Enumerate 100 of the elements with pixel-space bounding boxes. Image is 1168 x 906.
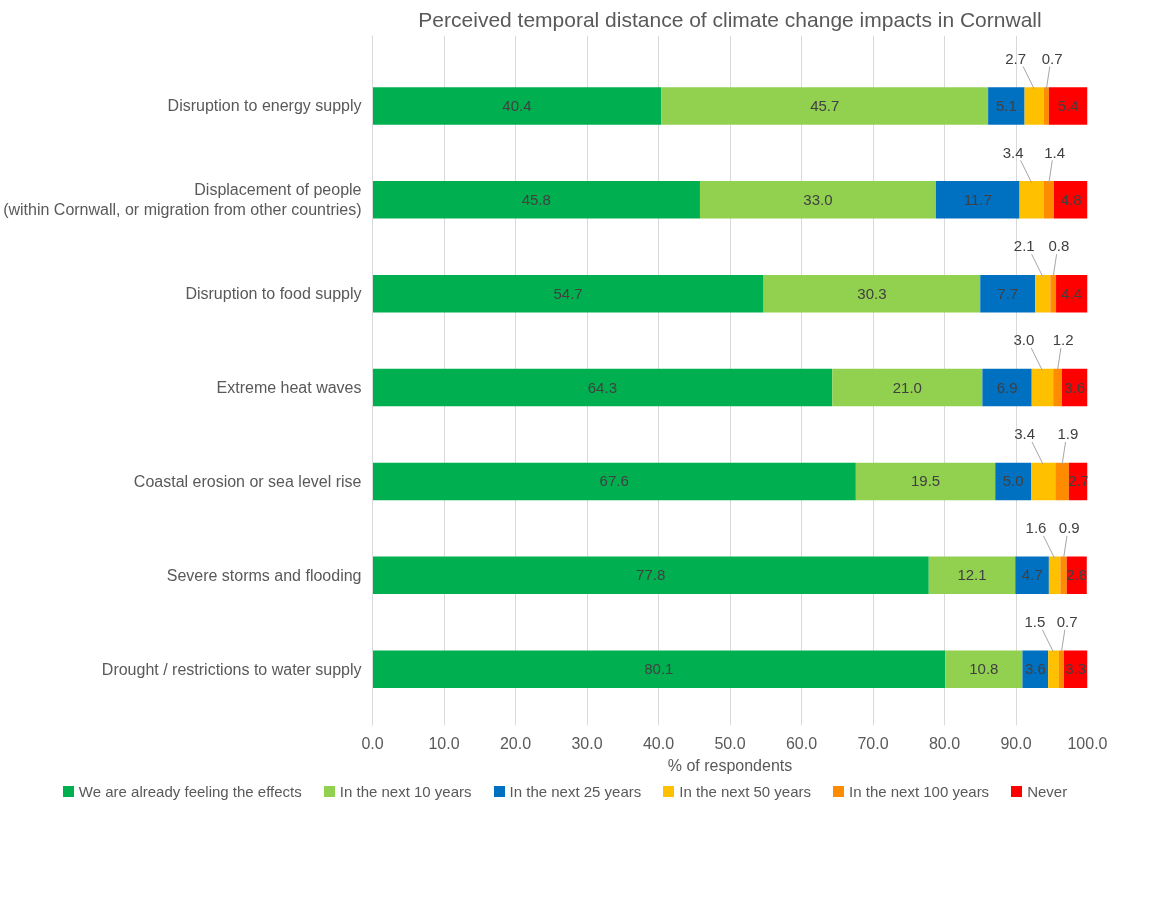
bar [928, 556, 1016, 595]
bar [855, 462, 996, 501]
bar [1043, 87, 1049, 125]
legend-label: In the next 50 years [679, 782, 812, 802]
data-label: 1.9 [1057, 425, 1079, 443]
data-label: 40.4 [502, 96, 532, 114]
bar [1019, 181, 1044, 219]
y-tick-label: Disruption to energy supply [167, 97, 362, 115]
chart-title: Perceived temporal distance of climate change impacts in Cornwall [418, 7, 1042, 31]
legend-label: We are already feeling the effects [78, 782, 302, 802]
bar [1053, 181, 1088, 219]
data-label: 3.0 [1013, 331, 1035, 349]
bar [1060, 556, 1067, 595]
bar [995, 462, 1032, 501]
y-tick-label: Disruption to food supply [185, 285, 362, 303]
data-label: 4.7 [1021, 566, 1043, 584]
bar [372, 181, 700, 219]
x-tick-label: 10.0 [428, 734, 460, 752]
data-label: 0.7 [1056, 612, 1078, 630]
data-label: 30.3 [857, 284, 887, 302]
bar [1024, 87, 1044, 125]
data-label: 5.1 [995, 96, 1017, 114]
x-tick-label: 20.0 [499, 734, 532, 752]
x-tick-label: 30.0 [571, 734, 603, 752]
x-axis-title: % of respondents [667, 756, 793, 774]
data-label: 64.3 [587, 378, 617, 396]
data-label: 5.0 [1002, 472, 1024, 490]
bar [945, 650, 1023, 688]
data-label: 21.0 [892, 378, 922, 396]
y-tick-label: Extreme heat waves [216, 379, 362, 397]
bar [372, 87, 662, 125]
bar [1022, 650, 1049, 688]
bar [372, 650, 946, 688]
data-label: 1.2 [1052, 331, 1074, 349]
data-label: 4.4 [1061, 284, 1083, 302]
data-label: 2.1 [1013, 237, 1035, 255]
bar [1035, 274, 1051, 313]
data-label: 0.7 [1041, 49, 1063, 67]
x-tick-label: 90.0 [1000, 734, 1032, 752]
y-tick-label: Drought / restrictions to water supply [101, 660, 362, 678]
legend-label: In the next 25 years [509, 782, 642, 802]
bar [372, 556, 929, 595]
bar [372, 274, 764, 313]
data-label: 0.8 [1048, 237, 1070, 255]
bar [832, 368, 983, 407]
bar [1055, 462, 1069, 501]
data-label: 19.5 [910, 472, 941, 490]
bar [372, 368, 833, 407]
bar [1031, 368, 1054, 407]
data-label: 1.5 [1024, 612, 1046, 630]
bar [980, 274, 1036, 313]
bar [1050, 274, 1057, 313]
data-label: 10.8 [969, 660, 999, 678]
x-tick-label: 40.0 [642, 734, 675, 752]
data-label: 54.7 [553, 284, 583, 302]
data-label: 80.1 [644, 660, 674, 678]
bar [763, 274, 981, 313]
bar [1043, 181, 1054, 219]
bar [372, 462, 856, 501]
data-label: 3.6 [1064, 378, 1086, 396]
legend-label: In the next 10 years [339, 782, 472, 802]
data-label: 2.7 [1005, 49, 1027, 67]
data-label: 3.6 [1024, 660, 1046, 678]
bar [1048, 556, 1061, 595]
data-label: 1.4 [1044, 143, 1066, 161]
data-label: 5.4 [1057, 96, 1079, 114]
bar [935, 181, 1020, 219]
x-tick-label: 70.0 [857, 734, 889, 752]
legend-label: Never [1027, 782, 1068, 802]
bar [982, 368, 1032, 407]
data-label: 45.8 [521, 190, 551, 208]
x-tick-label: 100.0 [1067, 734, 1108, 752]
data-label: 3.4 [1014, 425, 1036, 443]
x-tick-label: 50.0 [714, 734, 746, 752]
bar [1015, 556, 1049, 595]
data-label: 0.9 [1058, 519, 1080, 537]
data-label: 1.6 [1025, 519, 1047, 537]
data-label: 2.8 [1066, 566, 1088, 584]
data-label: 45.7 [810, 96, 840, 114]
legend-label: In the next 100 years [849, 782, 990, 802]
bar [1031, 462, 1056, 501]
data-label: 6.9 [996, 378, 1018, 396]
data-label: 67.6 [599, 472, 629, 490]
data-label: 7.7 [997, 284, 1019, 302]
bar [1053, 368, 1062, 407]
data-label: 12.1 [957, 566, 987, 584]
y-tick-label: Coastal erosion or sea level rise [133, 472, 362, 490]
bar [988, 87, 1025, 125]
bar [699, 181, 936, 219]
bar [661, 87, 989, 125]
bar [1058, 650, 1064, 688]
data-label: 33.0 [803, 190, 833, 208]
x-tick-label: 80.0 [928, 734, 961, 752]
data-label: 77.8 [636, 566, 666, 584]
data-label: 3.3 [1065, 660, 1087, 678]
y-tick-label: Severe storms and flooding [166, 566, 362, 584]
data-label: 3.4 [1002, 143, 1024, 161]
x-tick-label: 0.0 [361, 734, 384, 752]
bar [1048, 87, 1088, 125]
data-label: 11.7 [963, 190, 992, 208]
